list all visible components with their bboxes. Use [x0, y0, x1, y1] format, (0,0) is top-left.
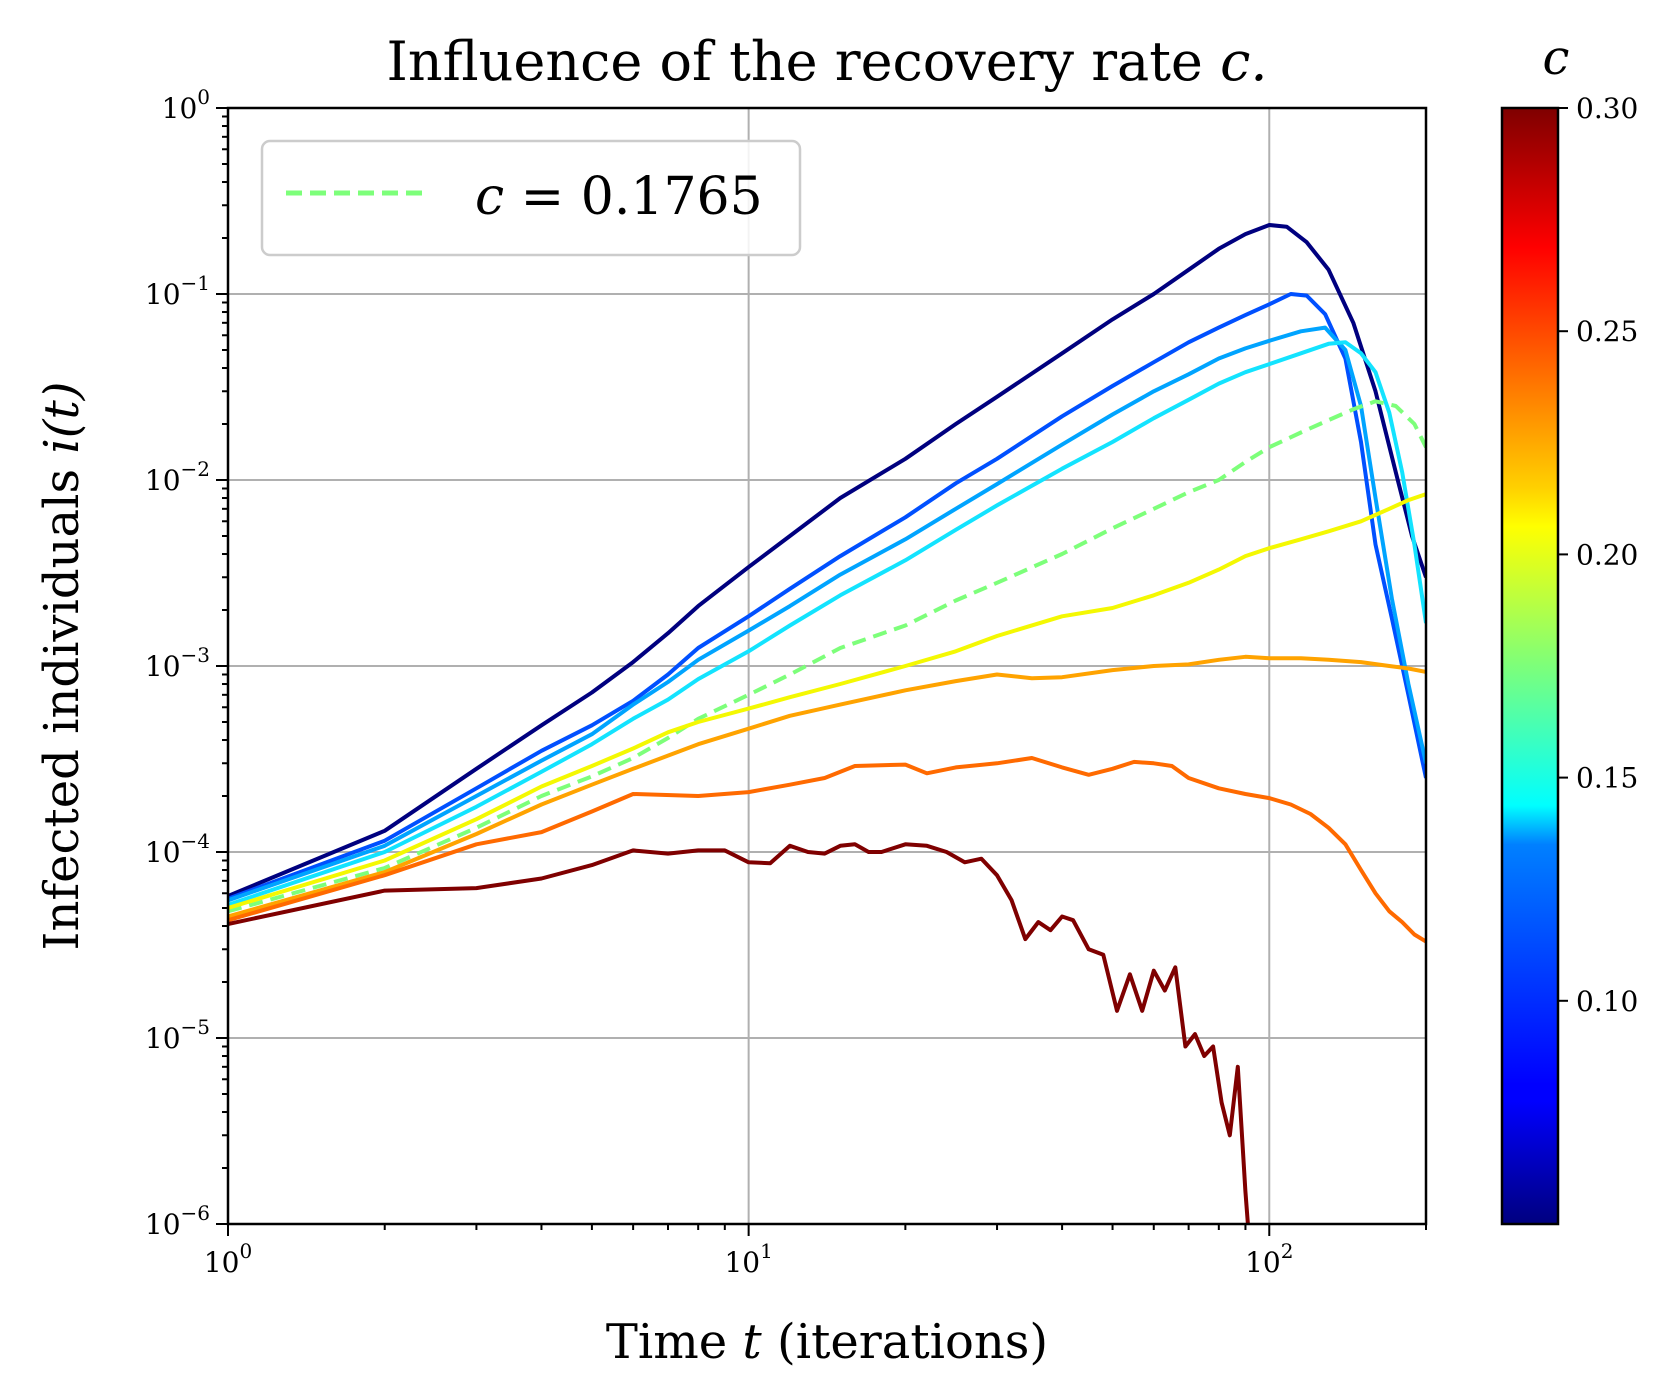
colorbar-tick-label: 0.20 [1576, 538, 1638, 571]
y-tick-label: 10−1 [145, 271, 210, 311]
series-line-c-0-26 [228, 756, 1426, 944]
x-tick-label: 101 [724, 1239, 772, 1279]
legend: c = 0.1765 [260, 139, 802, 257]
y-axis-label: Infected individuals i(t) [34, 381, 90, 950]
colorbar: c 0.10 0.15 0.20 0.25 0.30 [1500, 30, 1638, 1226]
y-tick-label: 100 [162, 85, 210, 125]
colorbar-tick-label: 0.15 [1576, 762, 1638, 795]
series-group [228, 223, 1426, 1224]
series-line-c-0-05 [228, 223, 1426, 898]
series-line-c-0-30 [228, 842, 1250, 1224]
x-tick-label: 100 [204, 1239, 252, 1279]
grid-lines [227, 107, 1426, 1225]
axis-ticks: 100 101 102 100 10−1 10−2 10−3 10−4 10−5 10−6 [145, 85, 1427, 1279]
legend-box [260, 139, 802, 257]
colorbar-tick-label: 0.10 [1576, 985, 1638, 1018]
colorbar-gradient [1500, 106, 1560, 1226]
colorbar-ticks: 0.10 0.15 0.20 0.25 0.30 [1558, 92, 1638, 1018]
x-axis-label: Time t (iterations) [606, 1314, 1048, 1370]
y-tick-label: 10−3 [145, 643, 210, 683]
chart-title: Influence of the recovery rate c. [386, 30, 1267, 93]
legend-label: c = 0.1765 [475, 167, 763, 227]
series-line-c-0-11 [228, 325, 1426, 903]
series-line-c-0-235 [228, 654, 1426, 919]
colorbar-label: c [1543, 30, 1570, 86]
series-line-c-0-13 [228, 340, 1426, 907]
colorbar-tick-label: 0.30 [1576, 92, 1638, 125]
x-tick-label: 102 [1245, 1239, 1293, 1279]
y-tick-label: 10−2 [145, 457, 210, 497]
y-tick-label: 10−6 [145, 1201, 210, 1241]
colorbar-tick-label: 0.25 [1576, 315, 1638, 348]
series-line-c-0-09 [228, 292, 1426, 901]
y-tick-label: 10−4 [145, 829, 210, 869]
y-tick-label: 10−5 [145, 1015, 210, 1055]
series-line-c-0-1765 [228, 399, 1426, 914]
series-line-c-0-21 [228, 492, 1426, 910]
